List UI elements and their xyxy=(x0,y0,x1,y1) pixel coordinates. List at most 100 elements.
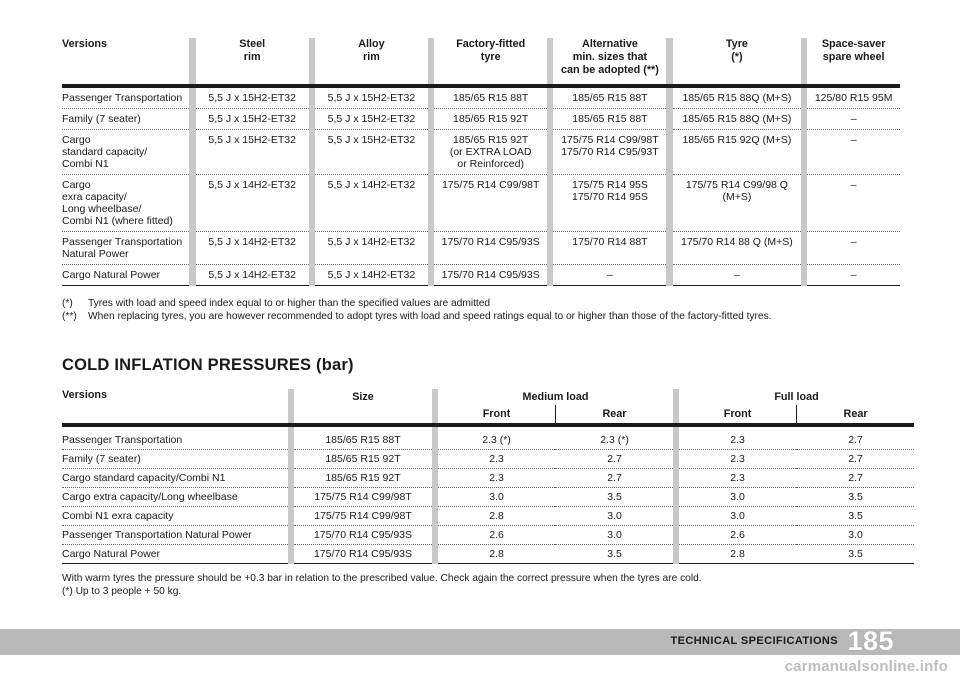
tyre-header-cell: Versions xyxy=(62,38,108,50)
medium-rear-pressure: 2.3 (*) xyxy=(556,431,674,450)
tyre-size-cell: 185/65 R15 92T xyxy=(294,468,432,488)
pressure-header-row-1: Versions Size Medium load Full load xyxy=(62,389,914,423)
footnote-text: When replacing tyres, you are however re… xyxy=(88,311,772,322)
table-row: Combi N1 exra capacity 175/75 R14 C99/98T… xyxy=(62,506,915,526)
tyre-size-cell: 175/70 R14 C95/93S xyxy=(294,525,432,545)
full-front-pressure: 2.3 xyxy=(679,468,797,488)
page-number: 185 xyxy=(847,626,894,656)
table-row: Family (7 seater) 5,5 J x 15H2-ET32 5,5 J … xyxy=(62,108,900,130)
version-cell: Passenger Transportation Natural Power xyxy=(62,525,288,545)
tyre-value-cell: 175/75 R14 95S 175/70 R14 95S xyxy=(553,174,667,232)
header-medium-front: Front xyxy=(482,407,511,420)
watermark-text: carmanualsonline.info xyxy=(784,658,948,675)
table-row: Passenger Transportation 5,5 J x 15H2-ET3… xyxy=(62,88,900,109)
tyre-table-notes: (*) Tyres with load and speed index equal… xyxy=(62,297,772,323)
tyre-value-cell: 175/70 R14 C95/93S xyxy=(434,264,548,286)
tyre-value-cell: – xyxy=(807,129,900,175)
full-front-pressure: 3.0 xyxy=(679,506,797,526)
full-rear-pressure: 3.5 xyxy=(797,487,915,507)
version-cell: Cargo standard capacity/Combi N1 xyxy=(62,468,288,488)
header-full-load: Full load xyxy=(774,390,819,403)
tyre-value-cell: 175/75 R14 C99/98T xyxy=(434,174,548,232)
tyre-value-cell: 175/70 R14 88T xyxy=(553,231,667,265)
version-cell: Cargo standard capacity/Combi N1 xyxy=(62,129,190,175)
version-cell: Cargo Natural Power xyxy=(62,264,190,286)
version-cell: Cargo exra capacity/Long wheelbase/Combi … xyxy=(62,174,190,232)
footnote: (**) When replacing tyres, you are howeve… xyxy=(62,310,772,323)
tyre-value-cell: – xyxy=(553,264,667,286)
table-row: Cargo extra capacity/Long wheelbase 175/7… xyxy=(62,487,915,507)
table-row: Passenger Transportation Natural Power 5,5… xyxy=(62,231,900,265)
tyre-value-cell: 5,5 J x 14H2-ET32 xyxy=(314,264,428,286)
tyre-value-cell: – xyxy=(807,174,900,232)
medium-rear-pressure: 3.0 xyxy=(556,525,674,545)
tyre-size-cell: 175/70 R14 C95/93S xyxy=(294,544,432,564)
footer-section-label: TECHNICAL SPECIFICATIONS xyxy=(670,635,838,647)
tyre-value-cell: 175/70 R14 C95/93S xyxy=(434,231,548,265)
table-row: Family (7 seater) 185/65 R15 92T 2.3 2.7 2.3… xyxy=(62,449,915,469)
tyre-value-cell: 5,5 J x 14H2-ET32 xyxy=(195,174,309,232)
footnote-key: (**) xyxy=(62,311,77,322)
medium-rear-pressure: 2.7 xyxy=(556,468,674,488)
full-rear-pressure: 2.7 xyxy=(797,431,915,450)
tyre-table-header: Versions Steel rim Alloy rim Factory-fitted ty… xyxy=(62,38,900,84)
pressure-table-notes: With warm tyres the pressure should be +… xyxy=(62,572,702,598)
tyre-value-cell: 125/80 R15 95M xyxy=(807,88,900,109)
medium-rear-pressure: 3.0 xyxy=(556,506,674,526)
medium-rear-pressure: 2.7 xyxy=(556,449,674,469)
full-front-pressure: 2.3 xyxy=(679,449,797,469)
table-row: Cargo exra capacity/Long wheelbase/Combi … xyxy=(62,174,900,232)
version-cell: Family (7 seater) xyxy=(62,449,288,469)
medium-rear-pressure: 3.5 xyxy=(556,544,674,564)
tyre-header-cell: Factory-fitted tyre xyxy=(456,38,526,63)
tyre-value-cell: 5,5 J x 14H2-ET32 xyxy=(195,264,309,286)
medium-front-pressure: 2.8 xyxy=(438,544,555,564)
tyre-value-cell: – xyxy=(807,264,900,286)
tyre-value-cell: 175/75 R14 C99/98 Q (M+S) xyxy=(672,174,802,232)
pressure-header-row-2: Front Rear Front Rear xyxy=(62,405,914,423)
medium-front-pressure: 2.3 xyxy=(438,449,555,469)
full-front-pressure: 3.0 xyxy=(679,487,797,507)
table-row: Cargo standard capacity/Combi N1 5,5 J x 1… xyxy=(62,129,900,175)
footnote-text: Tyres with load and speed index equal to… xyxy=(88,298,491,309)
tyre-specification-table: Versions Steel rim Alloy rim Factory-fitted ty… xyxy=(62,38,900,286)
tyre-value-cell: 5,5 J x 15H2-ET32 xyxy=(314,108,428,130)
tyre-value-cell: 185/65 R15 88Q (M+S) xyxy=(672,88,802,109)
tyre-value-cell: – xyxy=(807,231,900,265)
full-front-pressure: 2.6 xyxy=(679,525,797,545)
tyre-header-cell: Steel rim xyxy=(239,38,266,63)
tyre-header-cell: Alternative min. sizes that can be adopted… xyxy=(561,38,659,76)
tyre-value-cell: 185/65 R15 92T (or EXTRA LOAD or Reinforce… xyxy=(434,129,548,175)
footnote: With warm tyres the pressure should be +… xyxy=(62,573,702,584)
tyre-value-cell: – xyxy=(672,264,802,286)
footnote: (*) Up to 3 people + 50 kg. xyxy=(62,586,182,597)
section-title: COLD INFLATION PRESSURES (bar) xyxy=(62,356,354,374)
tyre-size-cell: 185/65 R15 92T xyxy=(294,449,432,469)
medium-front-pressure: 2.3 xyxy=(438,468,555,488)
full-rear-pressure: 3.5 xyxy=(797,506,915,526)
tyre-value-cell: – xyxy=(807,108,900,130)
footnote-key: (*) xyxy=(62,298,73,309)
tyre-header-cell: Alloy rim xyxy=(358,38,385,63)
tyre-value-cell: 5,5 J x 15H2-ET32 xyxy=(314,88,428,109)
full-front-pressure: 2.3 xyxy=(679,431,797,450)
tyre-value-cell: 175/70 R14 88 Q (M+S) xyxy=(672,231,802,265)
header-full-rear: Rear xyxy=(843,407,868,420)
tyre-value-cell: 5,5 J x 15H2-ET32 xyxy=(195,108,309,130)
tyre-size-cell: 175/75 R14 C99/98T xyxy=(294,506,432,526)
medium-front-pressure: 2.3 (*) xyxy=(438,431,555,450)
medium-front-pressure: 2.8 xyxy=(438,506,555,526)
header-medium-load: Medium load xyxy=(522,390,589,403)
version-cell: Passenger Transportation xyxy=(62,431,288,450)
full-rear-pressure: 2.7 xyxy=(797,449,915,469)
tyre-value-cell: 185/65 R15 92Q (M+S) xyxy=(672,129,802,175)
full-front-pressure: 2.8 xyxy=(679,544,797,564)
header-full-front: Front xyxy=(723,407,752,420)
inflation-pressure-table: Versions Size Medium load Full load Fron… xyxy=(62,389,915,564)
version-cell: Passenger Transportation Natural Power xyxy=(62,231,190,265)
medium-front-pressure: 2.6 xyxy=(438,525,555,545)
table-row: Passenger Transportation 185/65 R15 88T 2.… xyxy=(62,431,915,450)
header-versions: Versions xyxy=(62,389,108,401)
tyre-size-cell: 185/65 R15 88T xyxy=(294,431,432,450)
